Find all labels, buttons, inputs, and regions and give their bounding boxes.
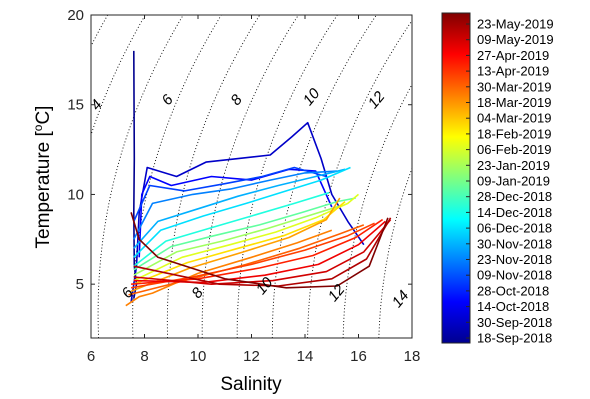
colorbar-label-13: 06-Dec-2018 bbox=[477, 221, 552, 236]
colorbar-label-5: 18-Mar-2019 bbox=[477, 95, 551, 110]
profile-line-14-Oct-2018 bbox=[138, 168, 333, 258]
profile-line-06-Dec-2018 bbox=[133, 191, 330, 267]
contour-label-9: 14 bbox=[389, 287, 413, 311]
y-tick-label-0: 5 bbox=[76, 276, 84, 293]
x-tick-label-1: 8 bbox=[140, 348, 148, 365]
colorbar-label-10: 09-Jan-2019 bbox=[477, 174, 550, 189]
profile-line-28-Oct-2018 bbox=[133, 166, 327, 222]
contour-label-4: 12 bbox=[365, 88, 389, 112]
colorbar-label-12: 14-Dec-2018 bbox=[477, 205, 552, 220]
density-contour-4 bbox=[166, 15, 261, 338]
y-axis-label: Temperature [oC] bbox=[31, 106, 54, 249]
profile-line-30-Mar-2019 bbox=[131, 218, 384, 285]
x-tick-label-2: 10 bbox=[190, 348, 207, 365]
profile-line-23-Nov-2018 bbox=[133, 168, 346, 249]
colorbar-label-19: 30-Sep-2018 bbox=[477, 315, 552, 330]
colorbar-label-18: 14-Oct-2018 bbox=[477, 299, 549, 314]
colorbar-label-4: 30-Mar-2019 bbox=[477, 79, 551, 94]
profile-line-09-Jan-2019 bbox=[133, 193, 360, 282]
y-tick-label-2: 15 bbox=[67, 97, 84, 114]
colorbar-label-9: 23-Jan-2019 bbox=[477, 158, 550, 173]
colorbar-label-16: 09-Nov-2018 bbox=[477, 268, 552, 283]
profile-lines bbox=[125, 50, 392, 307]
colorbar-label-7: 18-Feb-2019 bbox=[477, 126, 551, 141]
profile-line-27-Apr-2019 bbox=[133, 219, 392, 285]
x-tick-label-5: 16 bbox=[350, 348, 367, 365]
colorbar-label-20: 18-Sep-2018 bbox=[477, 331, 552, 346]
profile-line-09-May-2019 bbox=[133, 217, 392, 287]
colorbar-label-1: 09-May-2019 bbox=[477, 32, 554, 47]
profile-line-09-Nov-2018 bbox=[133, 170, 338, 240]
x-axis-label: Salinity bbox=[220, 374, 282, 395]
contour-label-8: 12 bbox=[325, 281, 349, 305]
colorbar-label-8: 06-Feb-2019 bbox=[477, 142, 551, 157]
density-contour-8 bbox=[307, 19, 412, 338]
x-tick-label-0: 6 bbox=[87, 348, 95, 365]
contour-label-2: 8 bbox=[227, 91, 246, 109]
y-tick-label-3: 20 bbox=[67, 7, 84, 24]
profile-line-23-May-2019 bbox=[130, 212, 389, 289]
density-contour-5 bbox=[201, 15, 299, 338]
contour-label-6: 8 bbox=[188, 284, 207, 302]
colorbar-label-2: 27-Apr-2019 bbox=[477, 48, 549, 63]
x-tick-label-6: 18 bbox=[404, 348, 421, 365]
profile-line-30-Nov-2018 bbox=[133, 166, 351, 258]
profile-line-28-Dec-2018 bbox=[133, 204, 343, 276]
profile-line-18-Feb-2019 bbox=[125, 229, 333, 307]
colorbar-label-17: 28-Oct-2018 bbox=[477, 283, 549, 298]
profile-line-18-Mar-2019 bbox=[130, 222, 375, 289]
contour-label-7: 10 bbox=[253, 274, 277, 298]
x-axis-ticks: 6 8 10 12 14 16 18 bbox=[87, 15, 421, 365]
colorbar-label-11: 28-Dec-2018 bbox=[477, 189, 552, 204]
x-tick-label-3: 12 bbox=[243, 348, 260, 365]
colorbar-label-6: 04-Mar-2019 bbox=[477, 111, 551, 126]
profile-line-06-Feb-2019 bbox=[130, 197, 341, 293]
density-contour-2 bbox=[97, 15, 184, 338]
colorbar-label-3: 13-Apr-2019 bbox=[477, 64, 549, 79]
colorbar-label-0: 23-May-2019 bbox=[477, 17, 554, 32]
density-contour-7 bbox=[271, 15, 377, 338]
profile-line-23-Jan-2019 bbox=[133, 200, 346, 285]
plot-frame bbox=[90, 14, 413, 339]
contour-label-3: 10 bbox=[300, 85, 324, 109]
colorbar bbox=[441, 12, 471, 344]
profile-line-04-Mar-2019 bbox=[128, 224, 365, 296]
y-tick-label-1: 10 bbox=[67, 186, 84, 203]
colorbar-label-14: 30-Nov-2018 bbox=[477, 236, 552, 251]
colorbar-label-15: 23-Nov-2018 bbox=[477, 252, 552, 267]
contour-label-0: 4 bbox=[87, 96, 105, 113]
colorbar-ticks: 23-May-201909-May-201927-Apr-201913-Apr-… bbox=[466, 17, 554, 346]
y-axis-ticks: 5 10 15 20 bbox=[67, 7, 412, 293]
x-tick-label-4: 14 bbox=[297, 348, 314, 365]
